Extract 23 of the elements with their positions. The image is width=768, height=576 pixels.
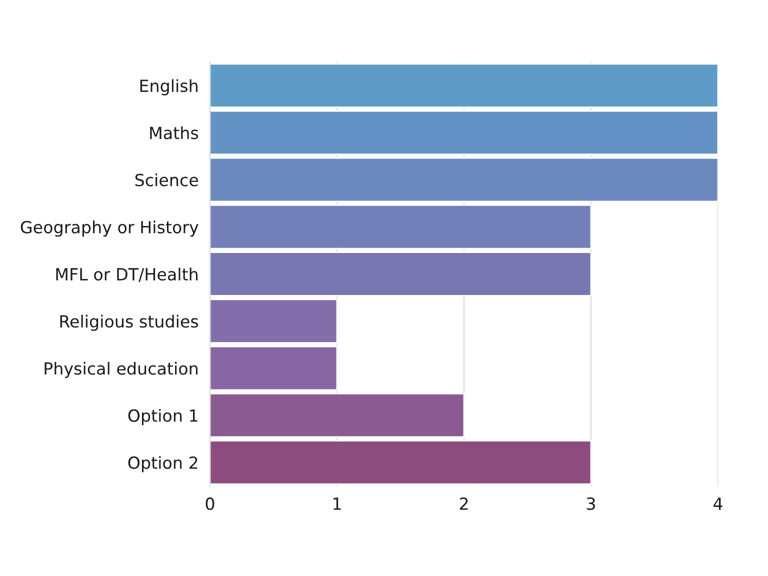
- y-tick-label: Science: [135, 173, 198, 186]
- bar: [210, 346, 338, 391]
- bar: [210, 252, 592, 296]
- x-tick-label: 1: [334, 498, 341, 510]
- bar: [210, 298, 338, 344]
- y-tick-label: Maths: [150, 126, 198, 140]
- y-tick-label: English: [140, 79, 198, 96]
- bar: [210, 110, 718, 156]
- bar: [210, 392, 465, 438]
- bar: [210, 440, 592, 485]
- y-tick-label: Religious studies: [60, 314, 198, 331]
- x-tick-label: 0: [206, 497, 214, 510]
- bar: [210, 204, 592, 250]
- x-tick-label: 3: [586, 497, 595, 510]
- bar: [210, 63, 718, 108]
- y-tick-label: Option 2: [128, 456, 198, 472]
- y-tick-label: Geography or History: [20, 220, 198, 237]
- x-tick-label: 4: [714, 498, 722, 510]
- y-tick-label: Option 1: [128, 409, 198, 426]
- x-tick-label: 2: [460, 497, 468, 510]
- bar: [210, 157, 718, 202]
- y-tick-label: Physical education: [44, 362, 198, 378]
- y-tick-label: MFL or DT/Health: [56, 268, 198, 282]
